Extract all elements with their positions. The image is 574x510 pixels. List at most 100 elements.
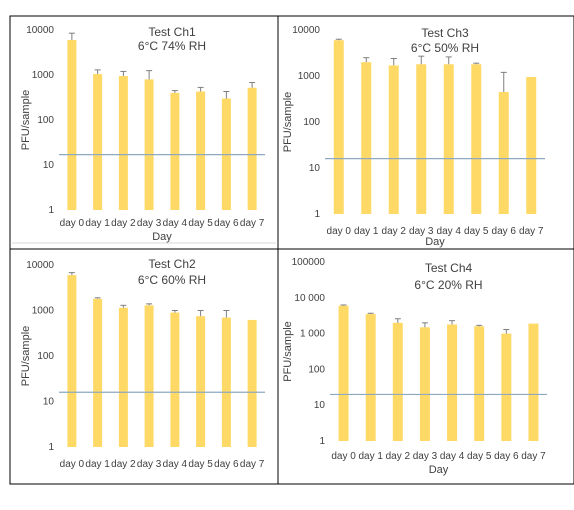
- x-tick-label: day 0: [60, 218, 85, 229]
- bar: [498, 91, 509, 214]
- bar: [501, 333, 512, 441]
- x-tick-label: day 1: [358, 451, 383, 462]
- y-tick-label: 10000: [26, 25, 54, 36]
- bar: [471, 64, 482, 214]
- chart-subtitle: 6°C 74% RH: [138, 39, 206, 53]
- x-tick-label: day 6: [492, 226, 517, 237]
- panel-frame: [277, 248, 574, 485]
- x-tick-label: day 0: [331, 451, 356, 462]
- x-tick-label: day 3: [137, 459, 162, 470]
- bar: [144, 79, 154, 210]
- bar: [247, 87, 257, 210]
- y-axis-title: PFU/sample: [20, 326, 32, 387]
- y-tick-label: 1000: [32, 306, 55, 317]
- y-tick-label: 1000: [298, 71, 321, 82]
- chart-title: Test Ch3: [421, 26, 469, 40]
- x-tick-label: day 0: [60, 459, 85, 470]
- bar: [247, 319, 257, 447]
- bar: [196, 316, 206, 447]
- y-tick-label: 100000: [292, 257, 326, 268]
- x-tick-label: day 7: [521, 451, 546, 462]
- y-axis-title: PFU/sample: [282, 321, 294, 382]
- bar: [474, 326, 485, 441]
- x-tick-label: day 7: [519, 226, 544, 237]
- x-tick-label: day 4: [440, 451, 465, 462]
- x-tick-label: day 0: [327, 226, 352, 237]
- x-tick-label: day 3: [137, 218, 162, 229]
- bar: [392, 322, 403, 441]
- bar: [443, 64, 454, 214]
- y-tick-label: 1: [314, 209, 320, 220]
- chart-title: Test Ch1: [148, 25, 196, 39]
- x-tick-label: day 1: [354, 226, 379, 237]
- bar: [361, 62, 372, 214]
- bar: [419, 327, 430, 441]
- y-tick-label: 100: [303, 117, 320, 128]
- bar: [416, 64, 427, 214]
- bar: [93, 74, 103, 210]
- x-tick-label: day 2: [382, 226, 407, 237]
- bar: [447, 324, 458, 441]
- bar: [170, 92, 180, 210]
- x-tick-label: day 7: [240, 459, 265, 470]
- chart-subtitle: 6°C 50% RH: [411, 41, 479, 55]
- x-tick-label: day 5: [188, 218, 213, 229]
- x-tick-label: day 4: [437, 226, 462, 237]
- x-tick-label: day 6: [214, 459, 239, 470]
- y-tick-label: 10000: [26, 260, 54, 271]
- bar: [528, 323, 539, 441]
- y-axis-title: PFU/sample: [20, 90, 32, 151]
- x-tick-label: day 1: [85, 218, 110, 229]
- x-tick-label: day 3: [413, 451, 438, 462]
- bar: [118, 76, 128, 210]
- x-tick-label: day 1: [85, 459, 110, 470]
- x-tick-label: day 2: [386, 451, 411, 462]
- bar: [338, 305, 349, 441]
- y-tick-label: 1: [48, 205, 54, 216]
- bar: [365, 314, 376, 441]
- y-tick-label: 1: [319, 436, 325, 447]
- y-tick-label: 1 000: [300, 329, 325, 340]
- chart-title: Test Ch2: [148, 257, 196, 271]
- y-tick-label: 100: [308, 364, 325, 375]
- y-tick-label: 1000: [32, 70, 55, 81]
- bar: [93, 298, 103, 447]
- x-axis-title: Day: [152, 231, 172, 243]
- bar: [333, 40, 344, 214]
- bar: [196, 91, 206, 210]
- bar: [144, 305, 154, 447]
- chart-subtitle: 6°C 20% RH: [414, 278, 482, 292]
- y-tick-label: 1: [48, 442, 54, 453]
- bar: [118, 307, 128, 447]
- x-tick-label: day 2: [111, 218, 136, 229]
- y-tick-label: 10: [314, 400, 326, 411]
- x-axis-title: Day: [429, 464, 449, 476]
- x-tick-label: day 2: [111, 459, 136, 470]
- y-tick-label: 10000: [292, 25, 320, 36]
- y-axis-title: PFU/sample: [282, 92, 294, 153]
- x-tick-label: day 4: [163, 218, 188, 229]
- y-tick-label: 10: [43, 160, 55, 171]
- x-tick-label: day 6: [494, 451, 519, 462]
- bar: [388, 65, 399, 214]
- bar: [67, 275, 77, 447]
- chart-panel-3: 1 10 100 1000 10000 day 0 day 1 day 2 day 3 day 4…: [9, 248, 279, 485]
- y-tick-label: 100: [37, 115, 54, 126]
- x-axis-title: Day: [425, 236, 445, 248]
- x-tick-label: day 6: [214, 218, 239, 229]
- x-tick-label: day 5: [464, 226, 489, 237]
- chart-panel-1: 1 10 100 1000 10000 day 0 day 1 day 2 day 3 day 4…: [9, 15, 279, 250]
- x-tick-label: day 5: [467, 451, 492, 462]
- bar: [526, 77, 537, 214]
- x-tick-label: day 7: [240, 218, 265, 229]
- bar: [221, 317, 231, 447]
- y-tick-label: 10: [43, 397, 55, 408]
- bar: [67, 39, 77, 211]
- y-tick-label: 10 000: [294, 293, 325, 304]
- x-tick-label: day 4: [163, 459, 188, 470]
- y-tick-label: 10: [309, 163, 321, 174]
- chart-subtitle: 6°C 60% RH: [138, 273, 206, 287]
- x-tick-label: day 5: [188, 459, 213, 470]
